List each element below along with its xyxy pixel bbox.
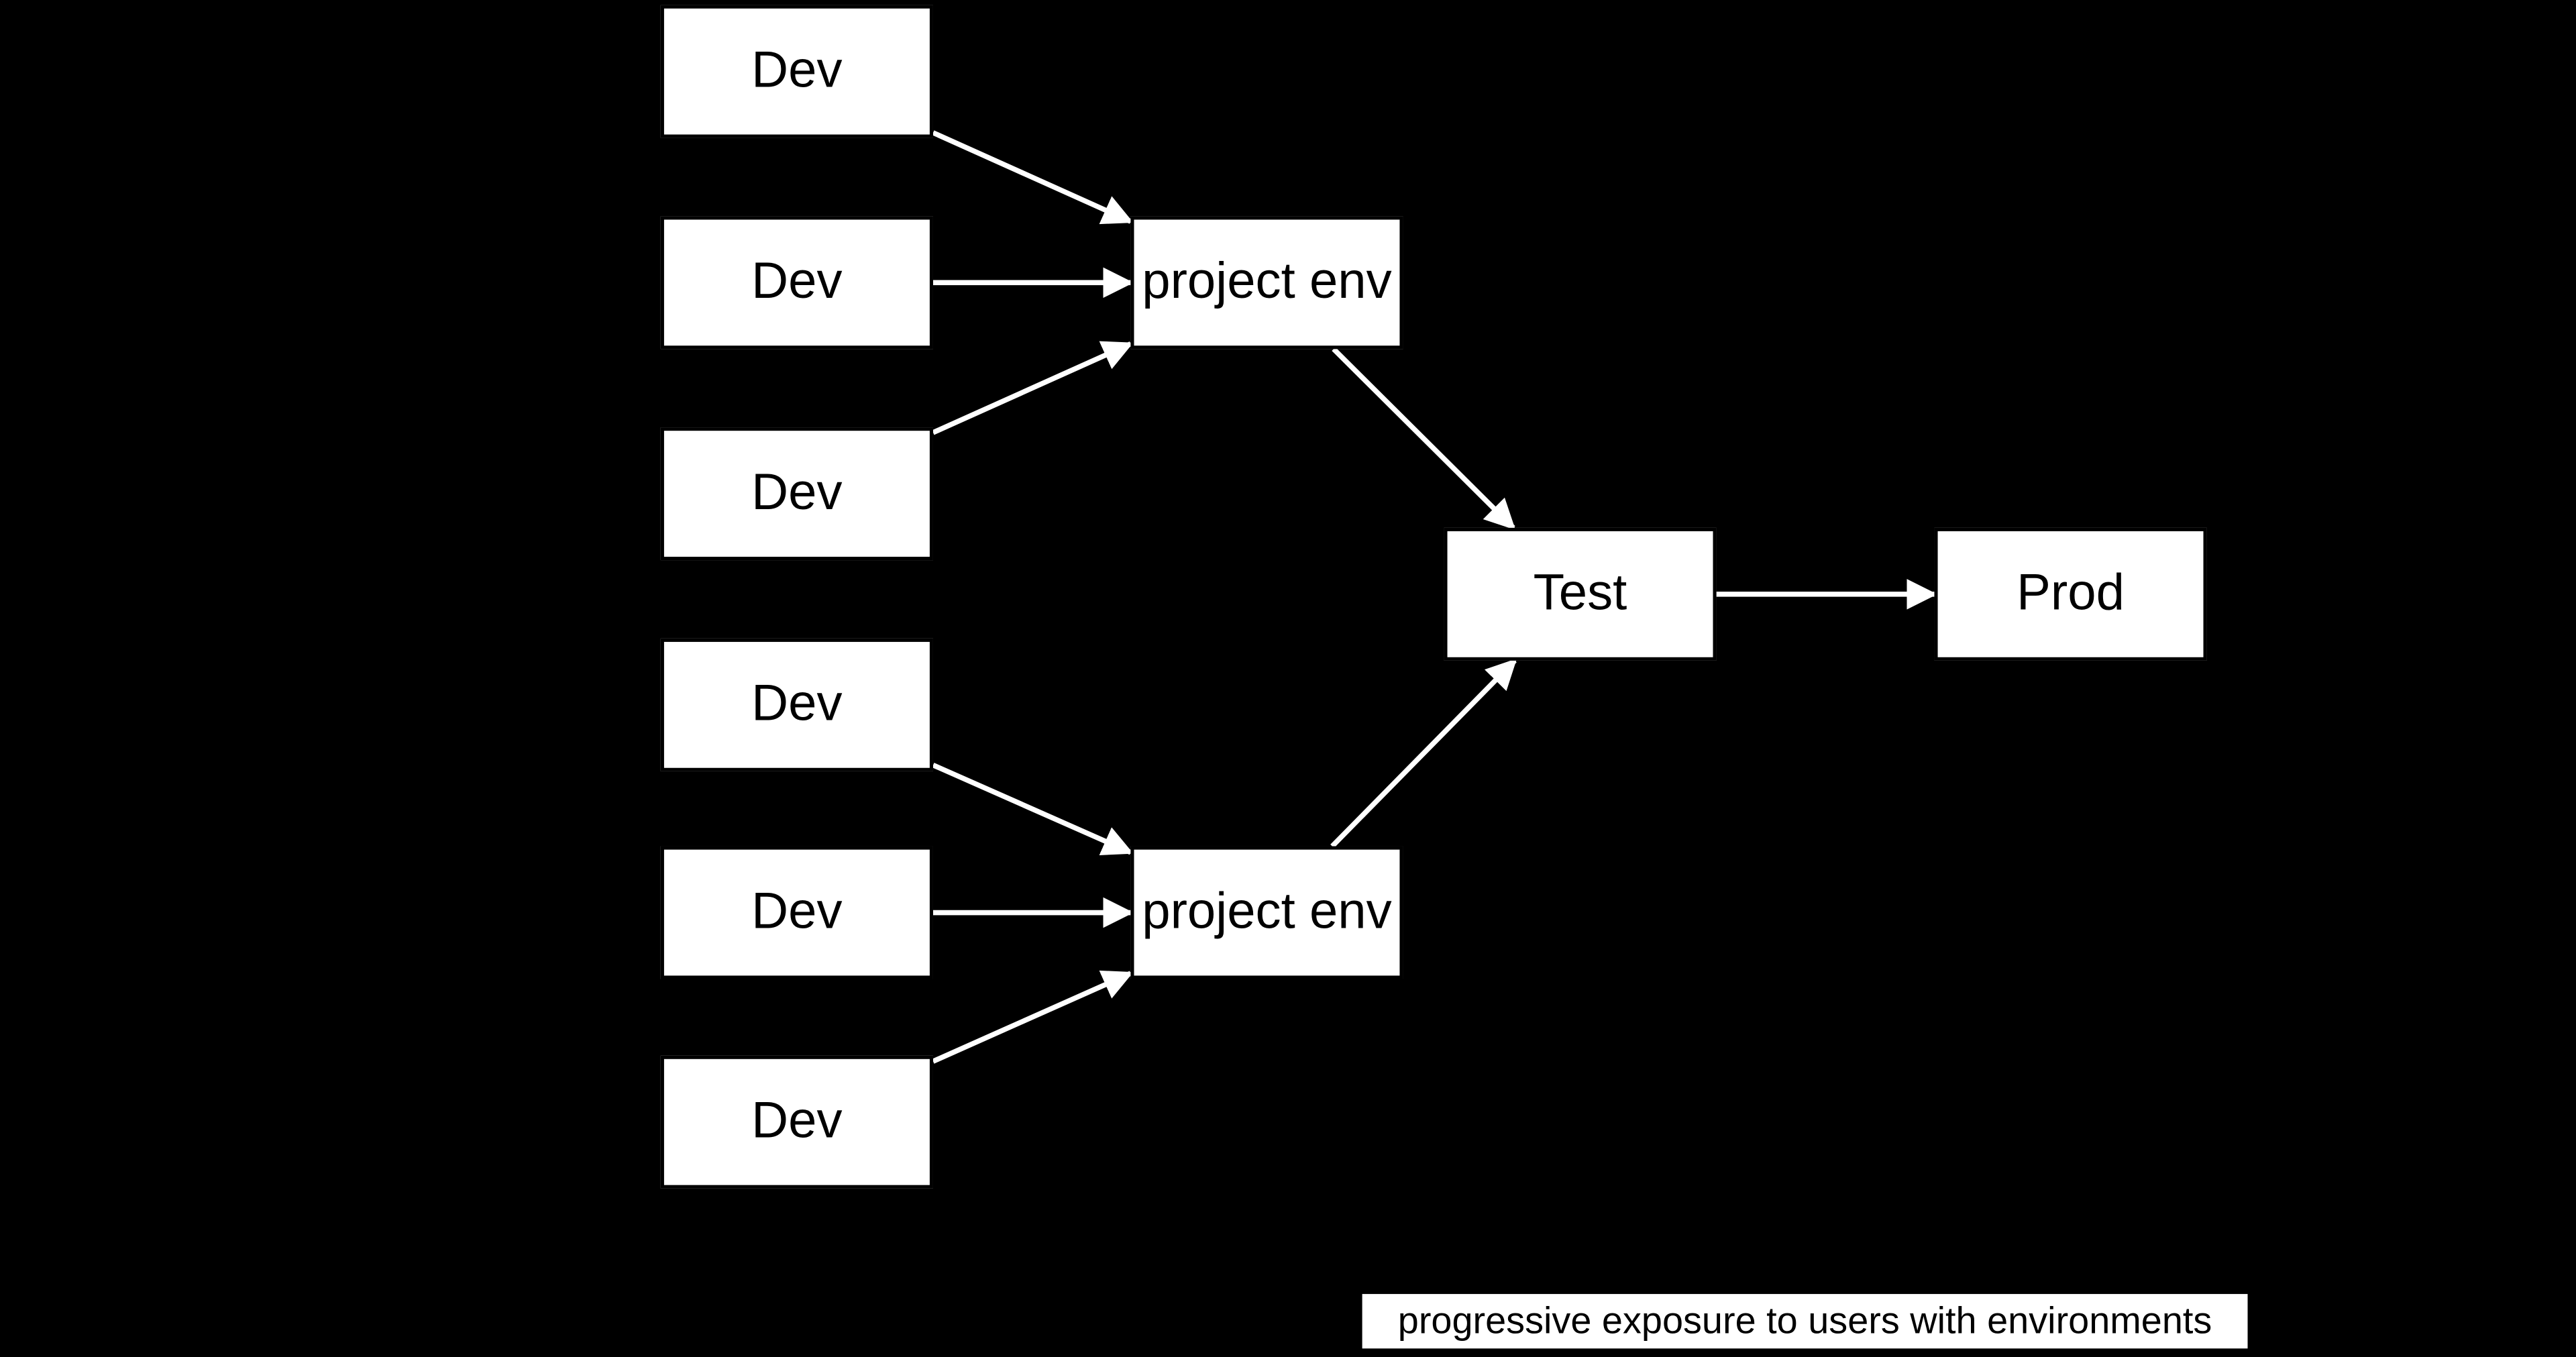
node-caption: progressive exposure to users with envir… [1362,1294,2248,1348]
edge-proj1-test [1334,349,1513,528]
diagram-edges [0,0,2575,1357]
edge-dev1-proj1 [933,133,1130,221]
node-test: Test [1444,528,1716,661]
node-dev3: Dev [661,427,933,560]
edge-dev4-proj2 [933,765,1130,853]
node-dev4: Dev [661,639,933,771]
node-proj2: project env [1130,847,1403,979]
edge-dev6-proj2 [933,973,1130,1061]
node-proj1: project env [1130,216,1403,349]
node-dev5: Dev [661,847,933,979]
node-dev1: Dev [661,5,933,138]
edge-dev3-proj1 [933,344,1130,433]
diagram-canvas: Dev Dev Dev Dev Dev Dev project env project env… [0,0,2575,1357]
node-dev6: Dev [661,1056,933,1189]
node-prod: Prod [1934,528,2206,661]
node-dev2: Dev [661,216,933,349]
edge-proj2-test [1332,661,1515,847]
